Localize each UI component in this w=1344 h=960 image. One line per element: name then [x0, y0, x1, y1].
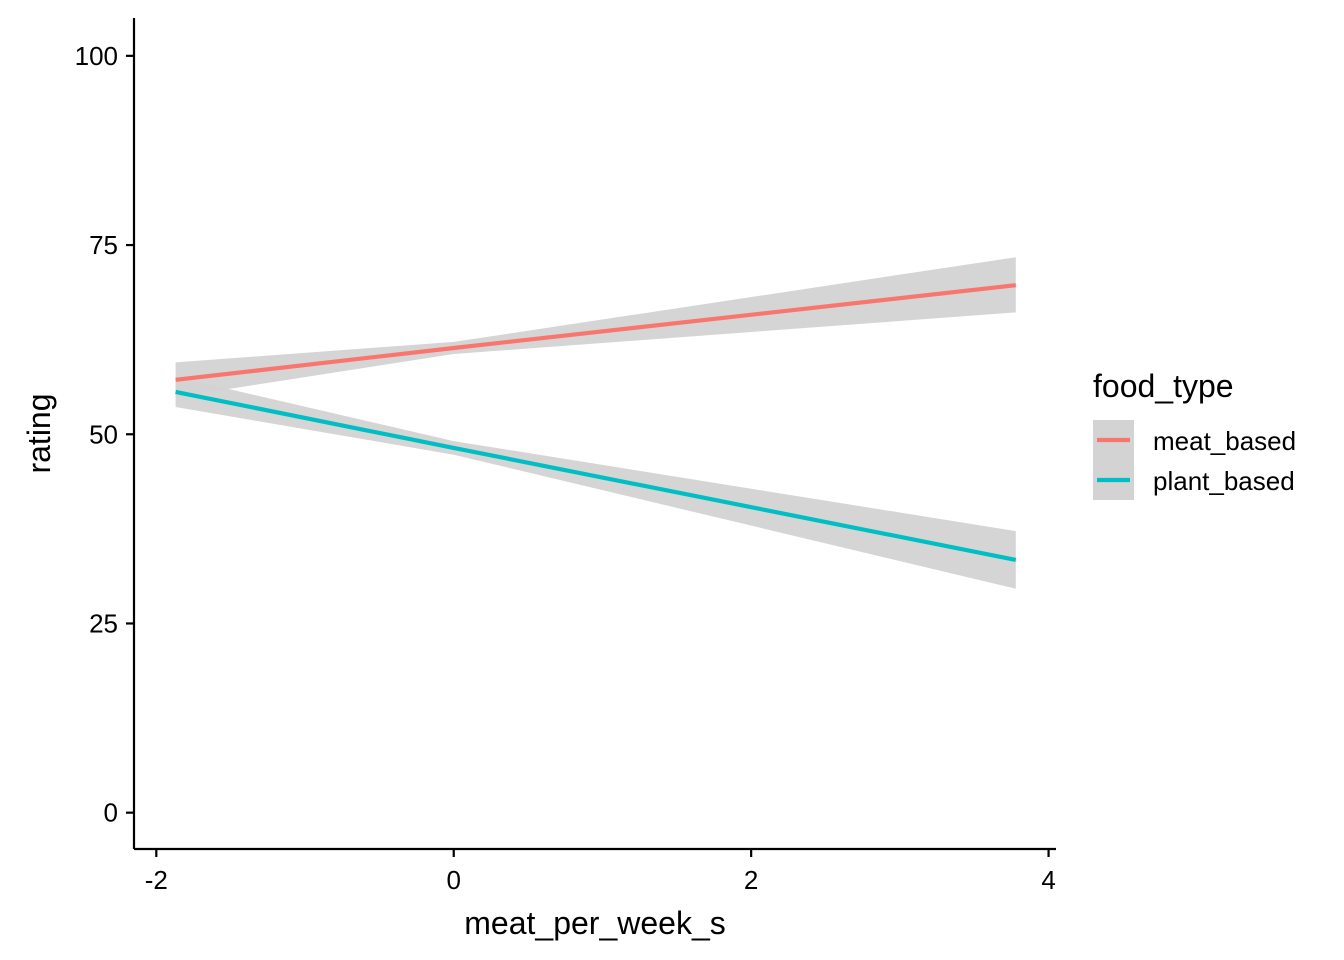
line-meat_based — [175, 283, 1017, 382]
legend-item-plant_based: plant_based — [1093, 460, 1295, 500]
ribbon-plant_based — [175, 376, 1016, 589]
legend-label: meat_based — [1153, 426, 1296, 456]
y-tick-label: 75 — [89, 230, 118, 260]
x-tick-label: -2 — [145, 865, 168, 895]
legend-items: meat_based plant_based — [1093, 420, 1296, 500]
legend-item-meat_based: meat_based — [1093, 420, 1296, 460]
x-ticks: -2 0 2 4 — [145, 849, 1056, 895]
x-tick-label: 0 — [446, 865, 460, 895]
x-tick-label: 4 — [1041, 865, 1055, 895]
ribbon-meat_based — [175, 257, 1016, 398]
line-plant_based — [175, 389, 1017, 562]
y-tick-label: 100 — [75, 41, 118, 71]
y-tick-label: 25 — [89, 608, 118, 638]
y-axis-title: rating — [21, 393, 57, 473]
legend: food_type meat_based plant_based — [1093, 368, 1296, 500]
y-ticks: 0 25 50 75 100 — [75, 41, 134, 828]
legend-label: plant_based — [1153, 466, 1295, 496]
series-lines — [175, 283, 1017, 562]
axes: 0 25 50 75 100 -2 0 2 4 — [75, 18, 1056, 895]
confidence-ribbons — [175, 257, 1016, 589]
x-axis-title: meat_per_week_s — [464, 905, 725, 941]
y-tick-label: 0 — [104, 798, 118, 828]
y-tick-label: 50 — [89, 419, 118, 449]
x-tick-label: 2 — [744, 865, 758, 895]
legend-title: food_type — [1093, 368, 1234, 404]
